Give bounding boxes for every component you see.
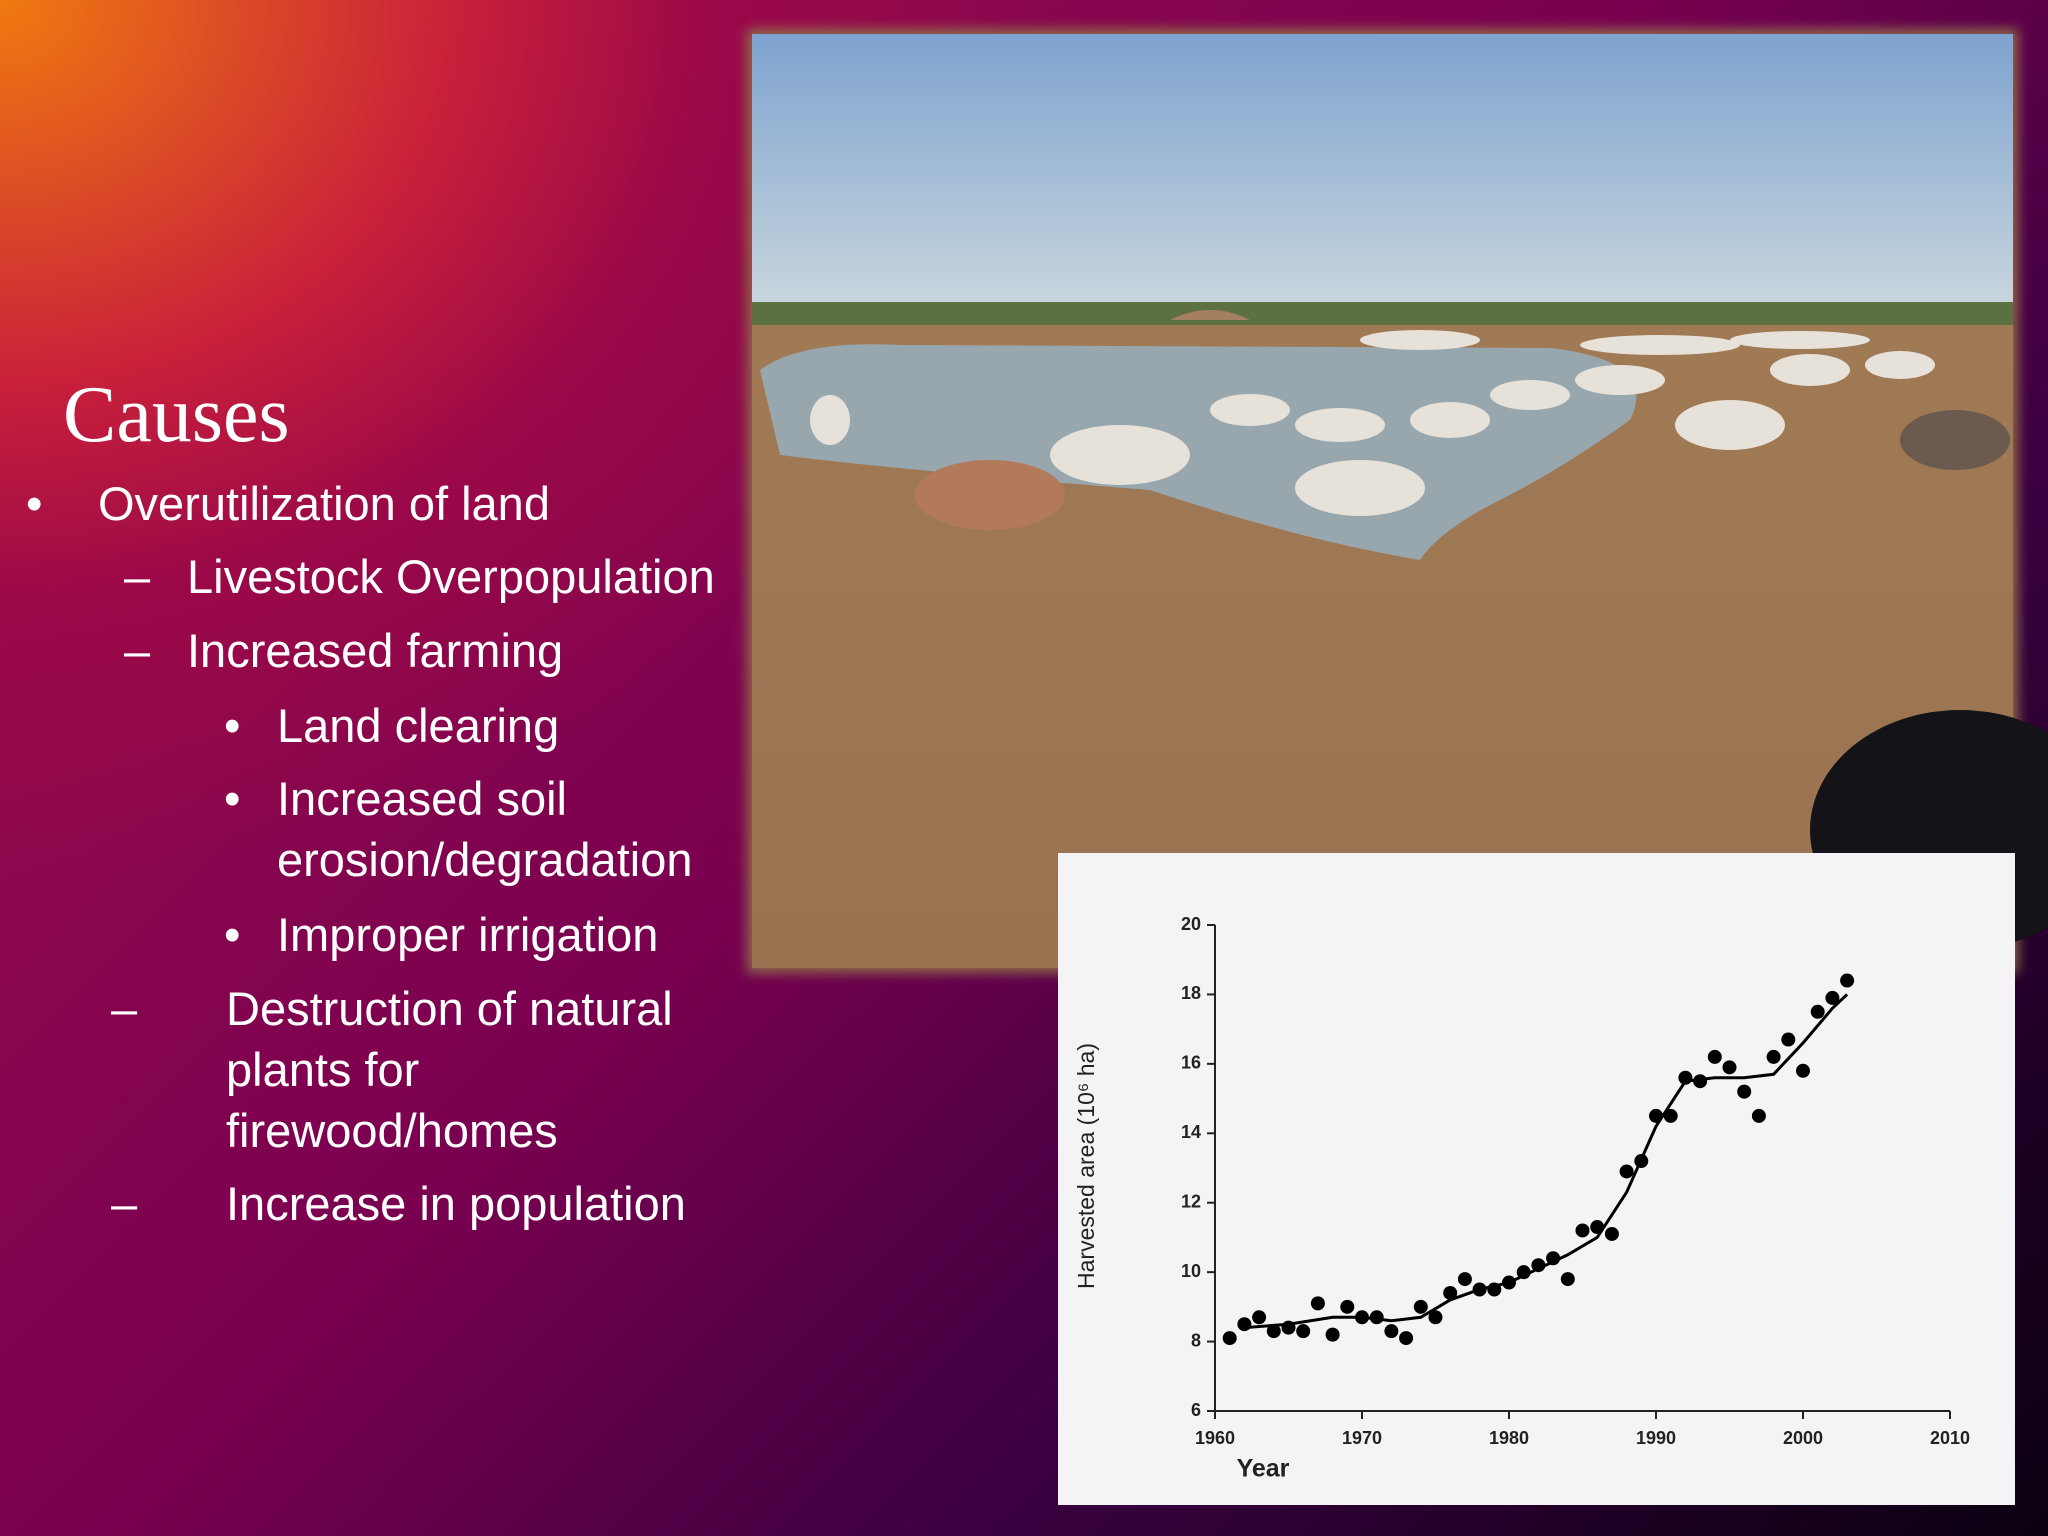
slide-title: Causes — [63, 371, 290, 459]
x-tick-label: 1960 — [1195, 1428, 1235, 1448]
y-axis-label: Harvested area (10⁶ ha) — [1073, 1043, 1099, 1289]
data-point — [1443, 1285, 1458, 1300]
data-point — [1266, 1324, 1281, 1339]
data-point — [1413, 1299, 1428, 1314]
x-tick-label: 1990 — [1636, 1428, 1676, 1448]
data-point — [1796, 1063, 1810, 1078]
data-point — [1751, 1108, 1766, 1123]
data-point — [1560, 1272, 1575, 1287]
bullet-text: Increased farming — [187, 624, 564, 677]
data-point — [1825, 990, 1840, 1005]
data-point — [1237, 1317, 1252, 1332]
data-point — [1222, 1331, 1237, 1346]
bullet-text: Improper irrigation — [277, 908, 659, 961]
y-tick-label: 12 — [1181, 1191, 1201, 1211]
y-tick-label: 20 — [1181, 914, 1201, 934]
data-point — [1707, 1049, 1722, 1064]
data-point — [1340, 1299, 1355, 1314]
x-tick-label: 2000 — [1783, 1428, 1823, 1448]
data-point — [1663, 1108, 1678, 1123]
data-point — [1310, 1296, 1325, 1311]
bullet-marker: • — [224, 699, 241, 752]
bullet-text: Overutilization of land — [98, 477, 550, 530]
data-point — [1604, 1226, 1619, 1241]
bullet-text: Increase in population — [226, 1177, 686, 1230]
data-point — [1296, 1324, 1311, 1339]
bullet-marker: – — [124, 550, 151, 603]
bullet-marker: • — [26, 477, 43, 530]
data-point — [1619, 1164, 1634, 1179]
bullet-marker: – — [124, 624, 151, 677]
y-tick-label: 6 — [1191, 1400, 1201, 1420]
y-tick-label: 8 — [1191, 1330, 1201, 1350]
data-point — [1575, 1223, 1590, 1238]
data-point — [1737, 1084, 1752, 1099]
chart: Year Harvested area (10⁶ ha) 6 8 10 12 14 16 1… — [1058, 853, 2015, 1505]
trend-line — [1244, 993, 1849, 1330]
bullet-marker: – — [111, 982, 138, 1035]
bullet-text: Livestock Overpopulation — [187, 550, 715, 603]
bullet-marker: – — [111, 1177, 138, 1230]
x-tick-label: 1980 — [1489, 1428, 1529, 1448]
data-point — [1384, 1324, 1399, 1339]
data-point — [1399, 1331, 1414, 1346]
bullet-marker: • — [224, 908, 241, 961]
bullet-text: Land clearing — [277, 699, 560, 752]
bullet-text: Increased soil erosion/degradation — [277, 772, 693, 886]
data-point — [1810, 1004, 1825, 1019]
data-point — [1766, 1049, 1781, 1064]
data-point — [1840, 973, 1855, 988]
data-point — [1457, 1272, 1472, 1287]
y-tick-label: 16 — [1181, 1053, 1201, 1073]
data-point — [1722, 1060, 1737, 1075]
y-tick-label: 18 — [1181, 983, 1201, 1003]
data-point — [1325, 1327, 1340, 1342]
data-point — [1428, 1310, 1443, 1325]
y-tick-label: 10 — [1181, 1261, 1201, 1281]
x-axis-label: Year — [1237, 1455, 1290, 1483]
data-point — [1252, 1310, 1267, 1325]
y-tick-label: 14 — [1181, 1122, 1201, 1142]
x-tick-label: 1970 — [1342, 1428, 1382, 1448]
bullet-text: Destruction of natural plants for firewo… — [226, 982, 673, 1157]
bullet-marker: • — [224, 772, 241, 825]
data-point — [1781, 1032, 1796, 1047]
x-tick-label: 2010 — [1930, 1428, 1970, 1448]
